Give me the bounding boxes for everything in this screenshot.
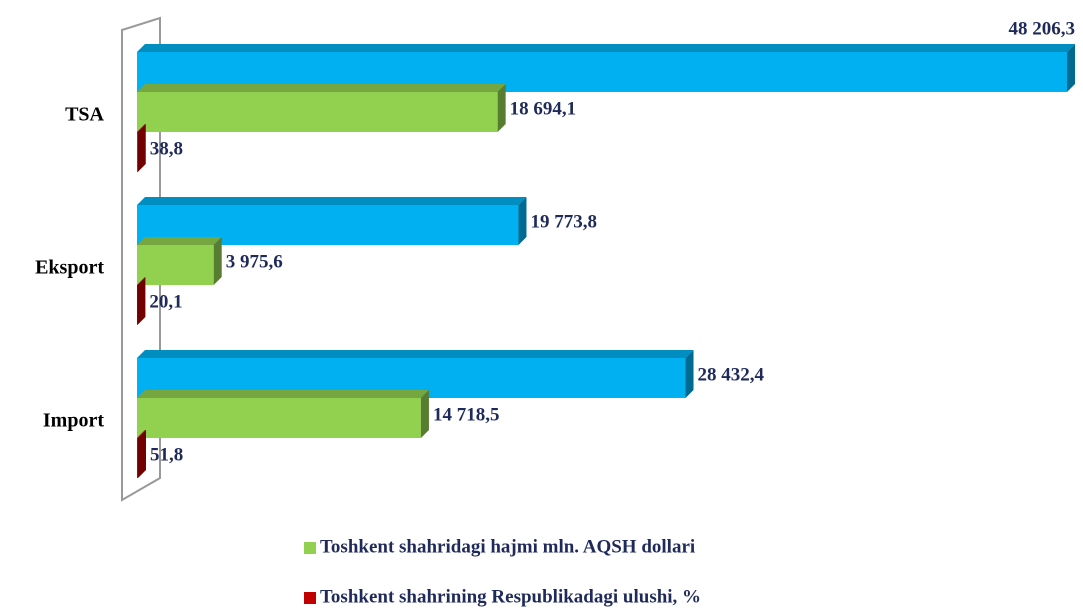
- bar-side: [497, 84, 506, 132]
- data-label: 20,1: [149, 291, 182, 312]
- data-label: 19 773,8: [530, 211, 597, 232]
- bar-top: [137, 44, 1075, 52]
- bar-side: [137, 124, 146, 172]
- bar: [137, 390, 429, 438]
- data-label: 48 206,3: [1009, 18, 1076, 39]
- bar-top: [137, 430, 146, 438]
- bar: [137, 277, 146, 325]
- data-label: 18 694,1: [510, 98, 577, 119]
- bar-top: [137, 197, 527, 205]
- legend-swatch: [304, 592, 316, 604]
- y-tick-label: TSA: [65, 104, 104, 126]
- bar-top: [137, 350, 694, 358]
- bar-side: [137, 430, 146, 478]
- bar-side: [137, 277, 146, 325]
- bar-front: [137, 285, 138, 325]
- bar-top: [137, 84, 506, 92]
- data-label: 28 432,4: [698, 364, 765, 385]
- legend-label: Toshkent shahridagi hajmi mln. AQSH doll…: [320, 536, 695, 557]
- data-label: 14 718,5: [433, 404, 500, 425]
- bar-front: [137, 438, 138, 478]
- legend-swatch: [304, 542, 316, 554]
- legend-label: Toshkent shahrining Respublikadagi ulush…: [320, 586, 701, 607]
- bar: [137, 124, 146, 172]
- bar-side: [685, 350, 694, 398]
- bar-front: [137, 245, 214, 285]
- chart-wall: [121, 16, 161, 502]
- bar-top: [137, 390, 429, 398]
- bar: [137, 430, 146, 478]
- data-label: 51,8: [150, 444, 183, 465]
- bar: [137, 197, 527, 245]
- data-label: 38,8: [150, 138, 183, 159]
- bar-side: [518, 197, 527, 245]
- bar-front: [137, 92, 498, 132]
- bar-front: [137, 398, 421, 438]
- bar: [137, 237, 222, 285]
- bar-side: [213, 237, 222, 285]
- bar-front: [137, 132, 138, 172]
- bar-side: [1067, 44, 1075, 92]
- bar-top: [137, 237, 222, 245]
- bar-side: [420, 390, 429, 438]
- y-tick-label: Eksport: [35, 257, 104, 279]
- bar-top: [137, 277, 146, 285]
- bar: [137, 84, 506, 132]
- bar-top: [137, 124, 146, 132]
- data-label: 3 975,6: [226, 251, 283, 272]
- y-tick-label: Import: [43, 410, 104, 432]
